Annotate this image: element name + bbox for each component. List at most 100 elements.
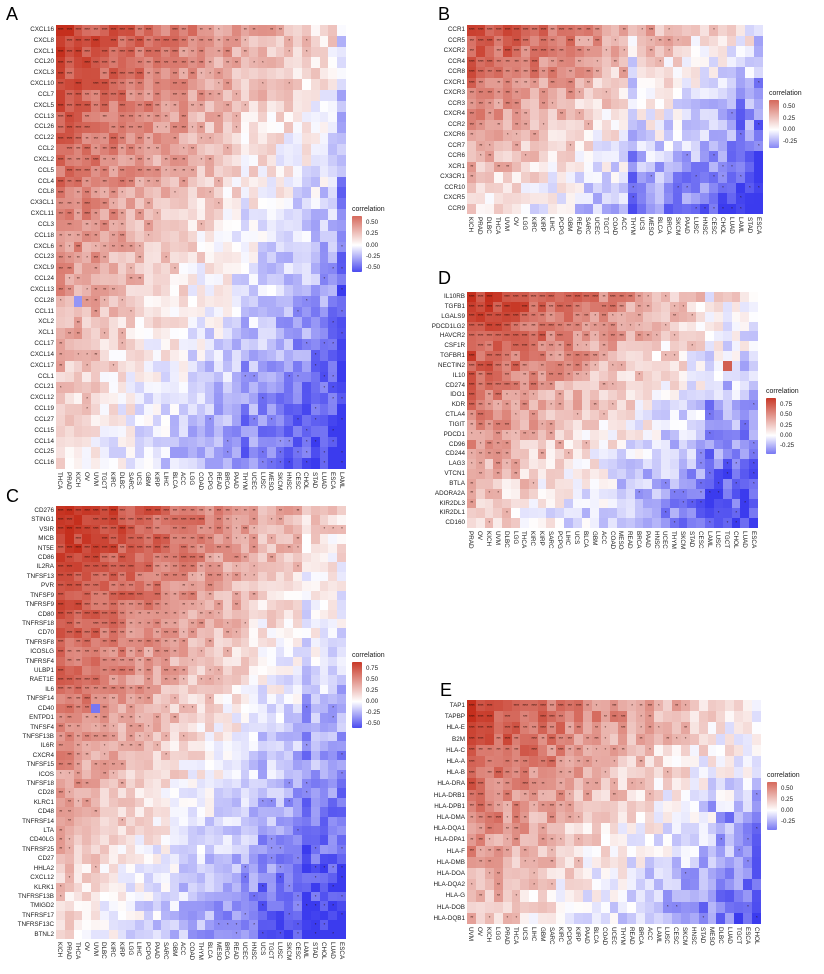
heatmap-cell: * (249, 57, 259, 69)
heatmap-cell (161, 920, 171, 930)
heatmap-cell (337, 176, 347, 188)
heatmap-cell: **** (467, 400, 477, 411)
heatmap-cell (628, 77, 638, 89)
heatmap-cell (328, 618, 338, 629)
heatmap-cell (222, 133, 233, 145)
heatmap-cell (608, 478, 618, 489)
gene-label: CCL3 (37, 220, 54, 228)
heatmap-cell: **** (511, 722, 521, 734)
heatmap-cell: *** (529, 789, 539, 802)
heatmap-cell (637, 172, 647, 183)
heatmap-cell (293, 144, 303, 156)
heatmap-cell (661, 429, 671, 440)
heatmap-cell (275, 306, 285, 318)
heatmap-cell (284, 165, 294, 177)
heatmap-cell: * (583, 35, 593, 47)
heatmap-cell: ** (475, 119, 486, 131)
gene-label: CCL11 (34, 307, 54, 315)
heatmap-cell: * (310, 436, 320, 448)
heatmap-cell (749, 360, 759, 371)
heatmap-cell: *** (64, 198, 74, 210)
heatmap-cell (143, 263, 153, 275)
heatmap-cell (240, 295, 250, 307)
heatmap-cell (601, 140, 611, 152)
heatmap-cell (718, 25, 728, 36)
heatmap-cell (293, 750, 303, 761)
heatmap-cell (240, 656, 250, 667)
heatmap-cell (511, 789, 521, 802)
heatmap-cell: **** (64, 111, 74, 123)
heatmap-cell (731, 341, 741, 352)
heatmap-cell (564, 498, 574, 509)
heatmap-cell (736, 88, 746, 99)
cancer-label: THCA (520, 531, 528, 549)
cancer-label: READ (232, 942, 240, 960)
heatmap-cell: *** (152, 618, 162, 629)
heatmap-cell (117, 901, 127, 912)
heatmap-cell (328, 176, 338, 188)
heatmap-cell (205, 647, 215, 657)
heatmap-cell (249, 628, 259, 639)
heatmap-cell (616, 419, 627, 430)
heatmap-cell: *** (511, 823, 521, 835)
heatmap-cell (698, 711, 708, 723)
heatmap-cell: ** (143, 111, 153, 123)
heatmap-cell (713, 419, 724, 430)
heatmap-cell (529, 823, 539, 835)
heatmap-cell (646, 88, 656, 99)
heatmap-cell: ** (529, 130, 540, 141)
heatmap-cell (302, 929, 312, 940)
heatmap-cell (108, 826, 118, 836)
heatmap-cell (161, 187, 171, 199)
heatmap-cell: *** (117, 581, 127, 591)
heatmap-cell (258, 694, 268, 704)
cancer-label: LAML (337, 472, 345, 489)
heatmap-cell (725, 823, 735, 835)
heatmap-cell: **** (117, 590, 127, 601)
heatmap-cell (691, 151, 701, 162)
heatmap-cell (608, 449, 618, 460)
heatmap-cell: ** (502, 439, 512, 450)
heatmap-cell: * (82, 393, 92, 405)
heatmap-cell (337, 731, 347, 742)
heatmap-cell (258, 154, 268, 167)
heatmap-cell: * (240, 371, 250, 383)
heatmap-cell (691, 35, 701, 47)
heatmap-cell (82, 382, 92, 394)
heatmap-cell (231, 447, 241, 459)
heatmap-cell (187, 891, 197, 902)
heatmap-cell (64, 371, 74, 383)
heatmap-cell (547, 161, 557, 173)
heatmap-cell (56, 910, 66, 921)
heatmap-cell (249, 713, 259, 723)
heatmap-cell (266, 339, 276, 351)
heatmap-cell (618, 767, 628, 779)
heatmap-cell (231, 873, 241, 883)
heatmap-cell: * (493, 400, 503, 411)
heatmap-cell (727, 77, 737, 89)
heatmap-cell (214, 458, 224, 470)
heatmap-cell: ** (484, 390, 494, 401)
heatmap-cell (108, 788, 118, 799)
heatmap-cell: * (214, 198, 224, 210)
heatmap-cell (608, 439, 618, 450)
heatmap-cell: **** (99, 89, 110, 102)
heatmap-cell: *** (99, 637, 110, 648)
heatmap-cell (205, 176, 215, 188)
heatmap-cell (214, 722, 224, 733)
heatmap-cell: *** (511, 380, 521, 391)
heatmap-cell (249, 122, 259, 134)
gene-label: CXCR4 (443, 110, 465, 117)
heatmap-cell (82, 901, 92, 912)
heatmap-cell (493, 700, 503, 712)
heatmap-cell: *** (205, 571, 215, 582)
heatmap-cell (718, 56, 728, 68)
heatmap-cell (671, 767, 682, 779)
heatmap-cell (179, 891, 189, 902)
heatmap-cell (161, 241, 171, 253)
heatmap-cell: *** (152, 100, 162, 112)
heatmap-cell (556, 172, 566, 183)
heatmap-cell: * (91, 863, 101, 874)
heatmap-cell (249, 666, 259, 676)
heatmap-cell (337, 807, 347, 817)
